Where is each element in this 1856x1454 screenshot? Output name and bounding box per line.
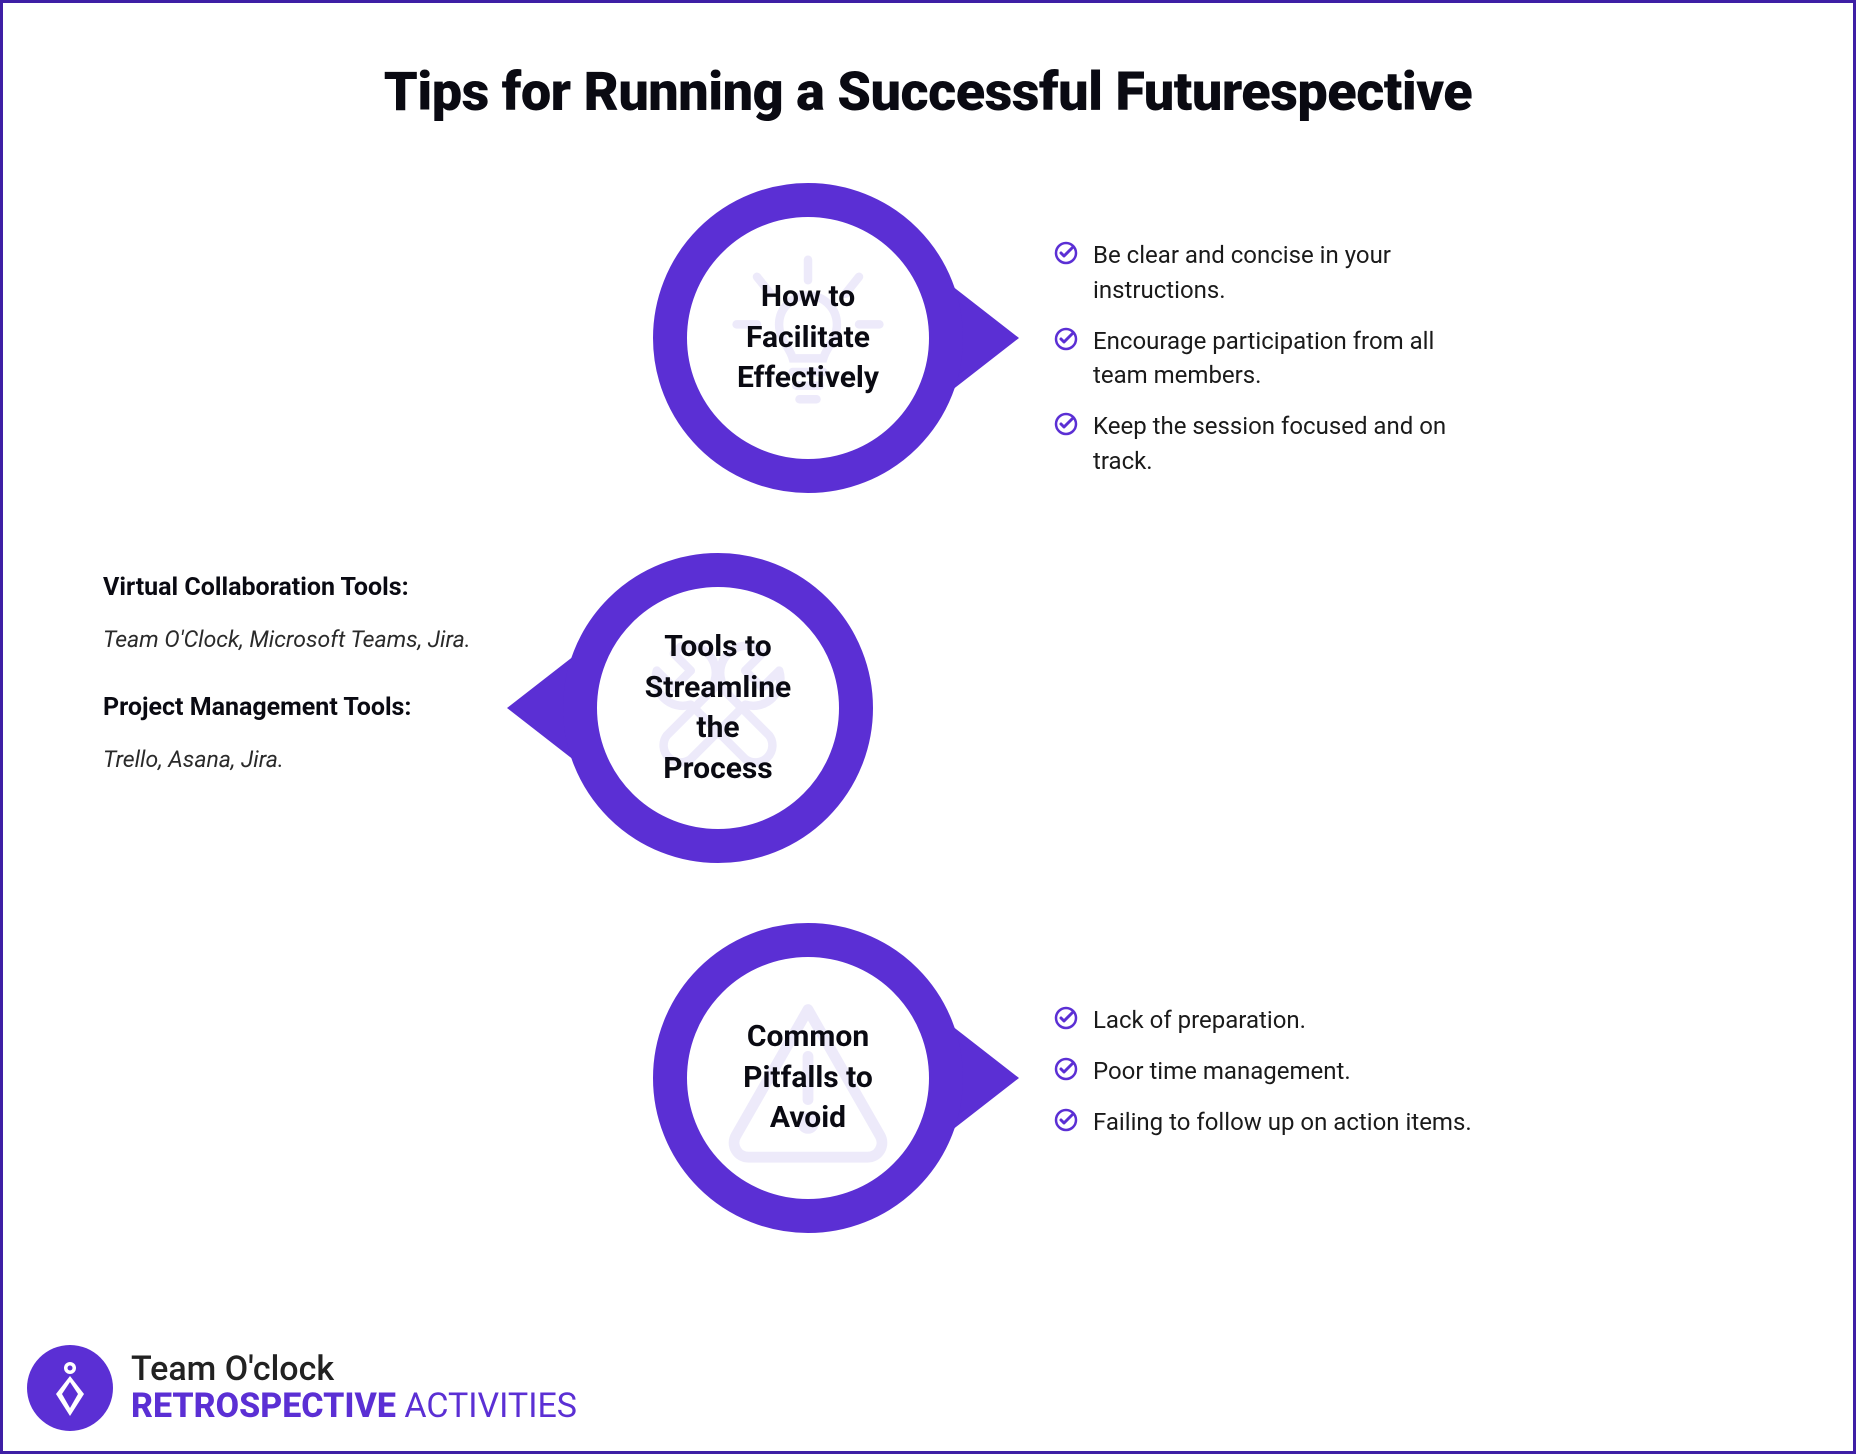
checklist-facilitate: Be clear and concise in your instruction… [1053, 238, 1473, 495]
tool-group: Virtual Collaboration Tools: Team O'Clock… [103, 573, 543, 653]
check-icon [1053, 1056, 1079, 1082]
tool-group: Project Management Tools: Trello, Asana, … [103, 693, 543, 773]
checklist-text: Be clear and concise in your instruction… [1093, 238, 1473, 308]
node-pitfalls: CommonPitfalls toAvoid [653, 923, 963, 1233]
brand-line2: RETROSPECTIVE ACTIVITIES [131, 1388, 577, 1425]
group-body: Team O'Clock, Microsoft Teams, Jira. [103, 626, 543, 653]
groups-tools: Virtual Collaboration Tools: Team O'Clock… [103, 573, 543, 813]
check-icon [1053, 1005, 1079, 1031]
checklist-item: Encourage participation from all team me… [1053, 324, 1473, 394]
checklist-item: Poor time management. [1053, 1054, 1473, 1089]
brand-text: Team O'clock RETROSPECTIVE ACTIVITIES [131, 1351, 577, 1426]
checklist-text: Encourage participation from all team me… [1093, 324, 1473, 394]
node-tools: Tools toStreamline theProcess [563, 553, 873, 863]
page-title: Tips for Running a Successful Futurespec… [3, 61, 1853, 124]
checklist-text: Lack of preparation. [1093, 1003, 1306, 1038]
infographic-frame: Tips for Running a Successful Futurespec… [0, 0, 1856, 1454]
node-label: How toFacilitateEffectively [687, 217, 929, 459]
checklist-text: Keep the session focused and on track. [1093, 409, 1473, 479]
check-icon [1053, 240, 1079, 266]
brand-line1: Team O'clock [131, 1351, 577, 1388]
check-icon [1053, 411, 1079, 437]
brand-footer: Team O'clock RETROSPECTIVE ACTIVITIES [27, 1345, 577, 1431]
brand-line2-strong: RETROSPECTIVE [131, 1386, 396, 1426]
group-body: Trello, Asana, Jira. [103, 746, 543, 773]
check-icon [1053, 1107, 1079, 1133]
check-icon [1053, 326, 1079, 352]
checklist-item: Lack of preparation. [1053, 1003, 1473, 1038]
brand-logo-icon [27, 1345, 113, 1431]
checklist-text: Poor time management. [1093, 1054, 1351, 1089]
brand-line2-light: ACTIVITIES [396, 1386, 577, 1426]
node-label: Tools toStreamline theProcess [597, 587, 839, 829]
group-header: Virtual Collaboration Tools: [103, 573, 543, 602]
group-header: Project Management Tools: [103, 693, 543, 722]
node-facilitate: How toFacilitateEffectively [653, 183, 963, 493]
checklist-pitfalls: Lack of preparation. Poor time management… [1053, 1003, 1473, 1155]
node-label: CommonPitfalls toAvoid [687, 957, 929, 1199]
checklist-item: Keep the session focused and on track. [1053, 409, 1473, 479]
checklist-text: Failing to follow up on action items. [1093, 1105, 1472, 1140]
checklist-item: Be clear and concise in your instruction… [1053, 238, 1473, 308]
checklist-item: Failing to follow up on action items. [1053, 1105, 1473, 1140]
